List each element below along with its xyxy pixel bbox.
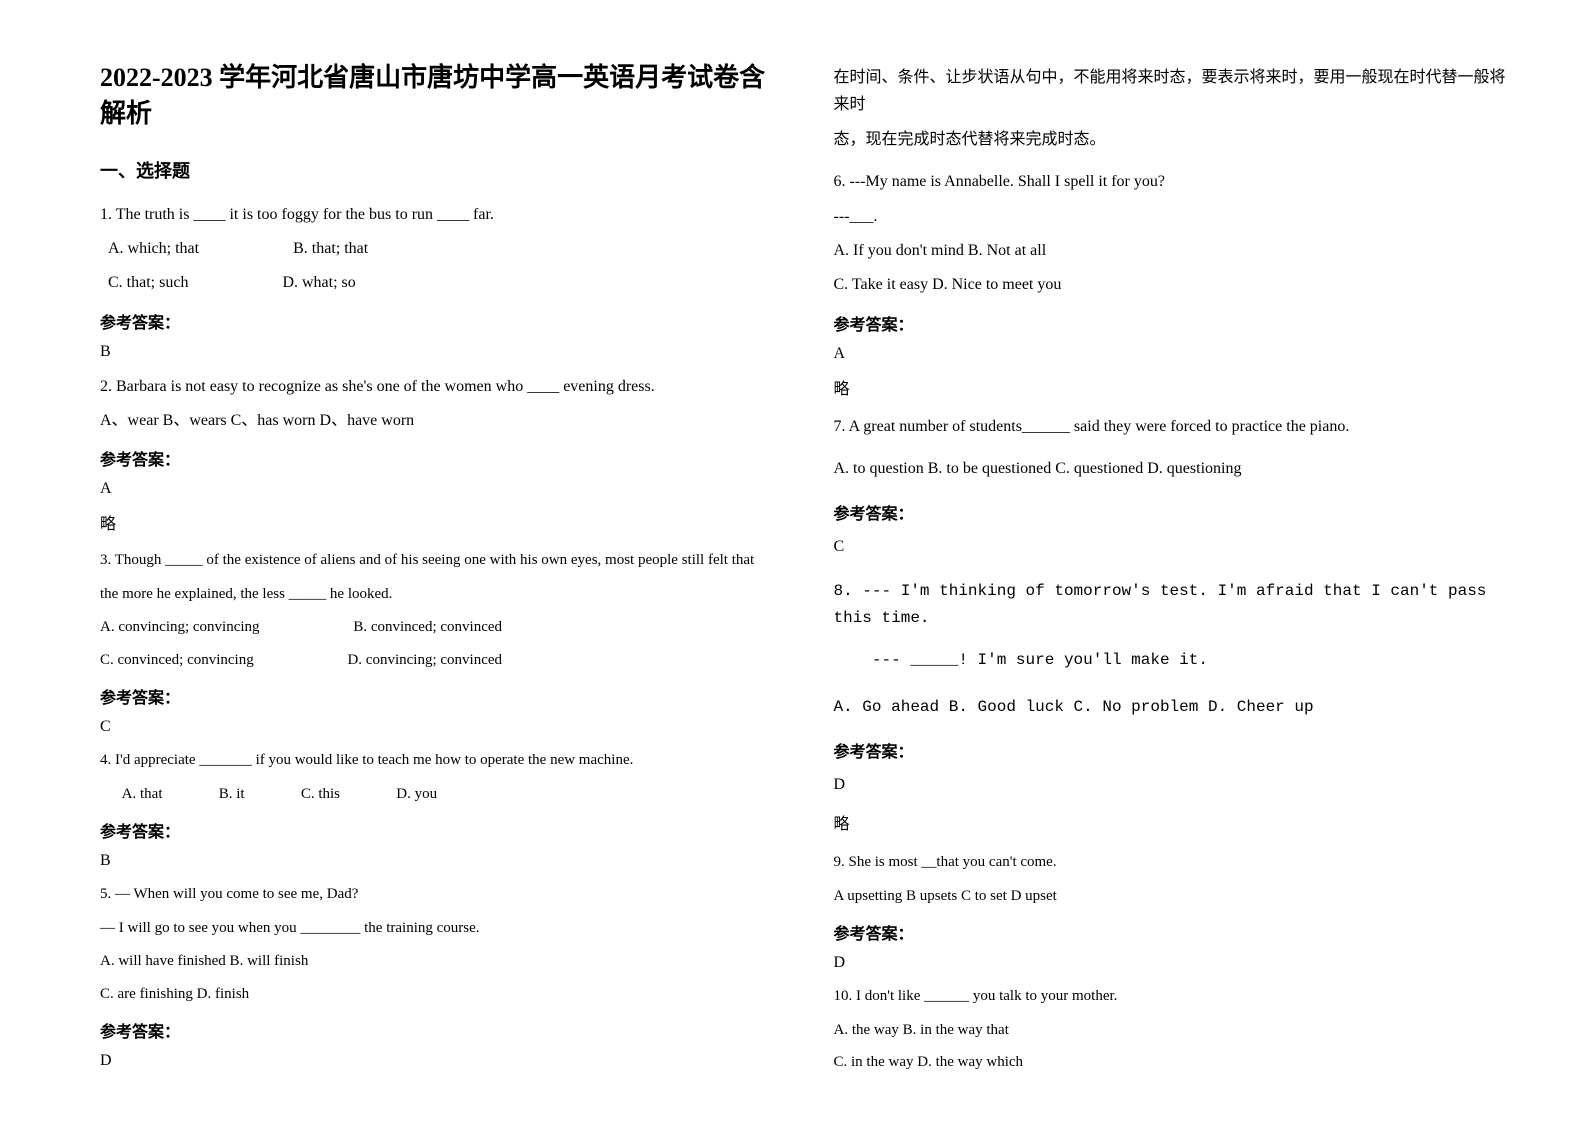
q4-opts: A. that B. it C. this D. you: [100, 780, 774, 809]
q10-opts2: C. in the way D. the way which: [834, 1048, 1508, 1077]
q6-line1: 6. ---My name is Annabelle. Shall I spel…: [834, 168, 1508, 195]
q8-note: 略: [834, 810, 1508, 834]
right-column: 在时间、条件、让步状语从句中，不能用将来时态，要表示将来时，要用一般现在时代替一…: [834, 60, 1508, 1082]
q10-opts1: A. the way B. in the way that: [834, 1016, 1508, 1045]
q3-optB: B. convinced; convinced: [353, 619, 502, 635]
q9-text: 9. She is most __that you can't come.: [834, 850, 1508, 876]
left-column: 2022-2023 学年河北省唐山市唐坊中学高一英语月考试卷含解析 一、选择题 …: [100, 60, 774, 1082]
q8-opts: A. Go ahead B. Good luck C. No problem D…: [834, 692, 1508, 722]
q6-opts2: C. Take it easy D. Nice to meet you: [834, 270, 1508, 300]
q7-answer-label: 参考答案：: [834, 500, 1508, 524]
q9-opts: A upsetting B upsets C to set D upset: [834, 882, 1508, 911]
q1-opts-row1: A. which; that B. that; that: [108, 234, 774, 264]
section-heading: 一、选择题: [100, 157, 774, 183]
q3-answer-label: 参考答案：: [100, 684, 774, 708]
q2-answer: A: [100, 480, 774, 498]
document-title: 2022-2023 学年河北省唐山市唐坊中学高一英语月考试卷含解析: [100, 60, 774, 133]
q10-text: 10. I don't like ______ you talk to your…: [834, 984, 1508, 1010]
q6-note: 略: [834, 375, 1508, 399]
q3-opts-row2: C. convinced; convincing D. convincing; …: [100, 646, 774, 675]
q4-text: 4. I'd appreciate _______ if you would l…: [100, 748, 774, 774]
q9-answer: D: [834, 954, 1508, 972]
q9-answer-label: 参考答案：: [834, 920, 1508, 944]
q2-note: 略: [100, 510, 774, 534]
q5-answer-label: 参考答案：: [100, 1018, 774, 1042]
q8-answer: D: [834, 776, 1508, 794]
q3-optA: A. convincing; convincing: [100, 619, 260, 635]
q6-line2: ---___.: [834, 203, 1508, 230]
q7-answer: C: [834, 538, 1508, 556]
q6-answer: A: [834, 345, 1508, 363]
q5-opts2: C. are finishing D. finish: [100, 980, 774, 1009]
q5-line1: 5. — When will you come to see me, Dad?: [100, 882, 774, 908]
q4-answer: B: [100, 852, 774, 870]
q3-opts-row1: A. convincing; convincing B. convinced; …: [100, 613, 774, 642]
q1-opts-row2: C. that; such D. what; so: [108, 268, 774, 298]
q5-answer: D: [100, 1052, 774, 1070]
q6-answer-label: 参考答案：: [834, 311, 1508, 335]
q1-optD: D. what; so: [282, 274, 355, 291]
q7-opts: A. to question B. to be questioned C. qu…: [834, 454, 1508, 484]
q1-optC: C. that; such: [108, 274, 188, 291]
q1-optA: A. which; that: [108, 240, 199, 257]
q6-opts1: A. If you don't mind B. Not at all: [834, 236, 1508, 266]
explain5-line2: 态，现在完成时态代替将来完成时态。: [834, 126, 1508, 153]
q8-line1: 8. --- I'm thinking of tomorrow's test. …: [834, 578, 1508, 632]
q3-line2: the more he explained, the less _____ he…: [100, 582, 774, 608]
q4-answer-label: 参考答案：: [100, 818, 774, 842]
q5-opts1: A. will have finished B. will finish: [100, 947, 774, 976]
q8-answer-label: 参考答案：: [834, 738, 1508, 762]
explain5-line1: 在时间、条件、让步状语从句中，不能用将来时态，要表示将来时，要用一般现在时代替一…: [834, 64, 1508, 118]
q1-text: 1. The truth is ____ it is too foggy for…: [100, 201, 774, 228]
q5-line2: — I will go to see you when you ________…: [100, 916, 774, 942]
q3-answer: C: [100, 718, 774, 736]
q2-text: 2. Barbara is not easy to recognize as s…: [100, 373, 774, 400]
q3-optC: C. convinced; convincing: [100, 652, 254, 668]
q2-opts: A、wear B、wears C、has worn D、have worn: [100, 406, 774, 436]
q7-text: 7. A great number of students______ said…: [834, 413, 1508, 440]
q1-optB: B. that; that: [293, 240, 368, 257]
q3-optD: D. convincing; convinced: [347, 652, 502, 668]
q8-line2: --- _____! I'm sure you'll make it.: [834, 647, 1508, 674]
page-container: 2022-2023 学年河北省唐山市唐坊中学高一英语月考试卷含解析 一、选择题 …: [0, 0, 1587, 1122]
q1-answer-label: 参考答案：: [100, 309, 774, 333]
q2-answer-label: 参考答案：: [100, 446, 774, 470]
q3-line1: 3. Though _____ of the existence of alie…: [100, 548, 774, 574]
q1-answer: B: [100, 343, 774, 361]
